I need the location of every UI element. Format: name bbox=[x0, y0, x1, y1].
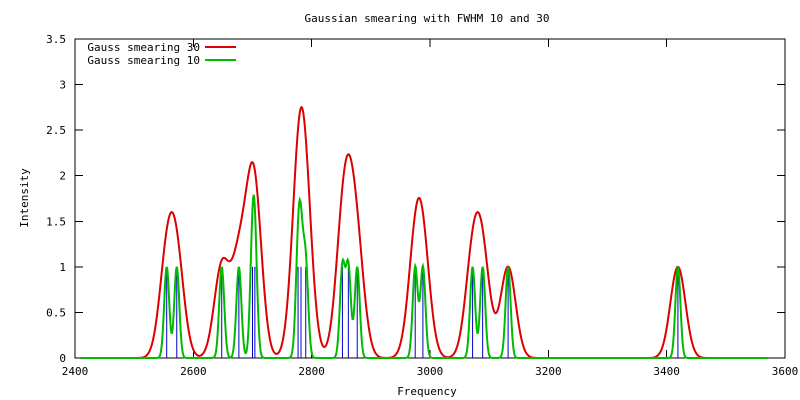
x-axis-label: Frequency bbox=[397, 385, 457, 398]
series-line bbox=[80, 194, 768, 359]
y-tick-label: 2.5 bbox=[46, 124, 66, 137]
x-tick-label: 2800 bbox=[298, 365, 325, 378]
y-tick-label: 0.5 bbox=[46, 306, 66, 319]
chart-title: Gaussian smearing with FWHM 10 and 30 bbox=[304, 12, 549, 25]
y-tick-label: 3 bbox=[59, 79, 66, 92]
y-axis-label: Intensity bbox=[18, 168, 31, 228]
x-tick-label: 3200 bbox=[535, 365, 562, 378]
plot-area: 0 0.5 1 1.5 2 2.5 3 3.5 2400 2600 2800 3000 3200 3400… bbox=[46, 33, 798, 378]
x-tick-label: 2600 bbox=[180, 365, 207, 378]
legend-label: Gauss smearing 10 bbox=[87, 54, 200, 67]
y-tick-label: 0 bbox=[59, 352, 66, 365]
y-tick-label: 3.5 bbox=[46, 33, 66, 46]
legend-label: Gauss smearing 30 bbox=[87, 41, 200, 54]
axes-frame bbox=[74, 38, 786, 359]
x-tick-label: 3600 bbox=[772, 365, 799, 378]
y-tick-label: 1.5 bbox=[46, 215, 66, 228]
y-tick-label: 1 bbox=[59, 261, 66, 274]
x-tick-label: 3000 bbox=[417, 365, 444, 378]
y-tick-label: 2 bbox=[59, 170, 66, 183]
x-tick-label: 3400 bbox=[653, 365, 680, 378]
x-tick-label: 2400 bbox=[62, 365, 89, 378]
series-line bbox=[80, 105, 768, 359]
